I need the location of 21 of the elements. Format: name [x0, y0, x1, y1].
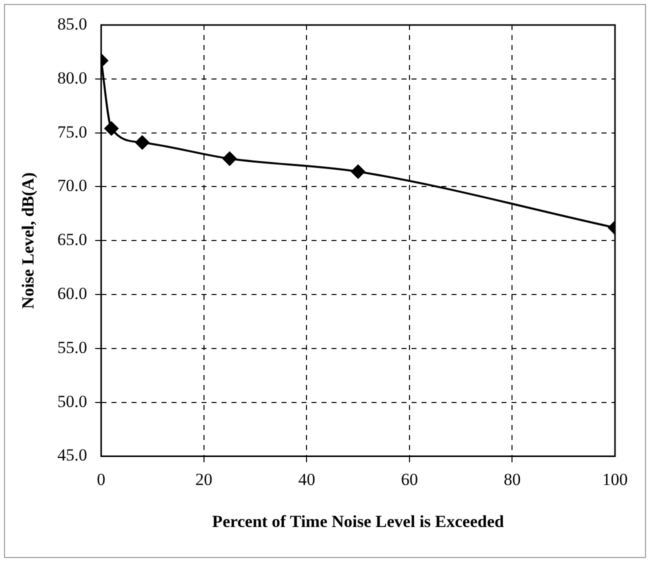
point [135, 136, 150, 150]
y-tick-label: 85.0 [57, 14, 88, 34]
point [104, 121, 118, 136]
y-tick-label: 55.0 [57, 338, 88, 357]
point [222, 152, 237, 166]
x-tick-label: 40 [298, 470, 316, 489]
x-tick-label: 0 [96, 470, 106, 489]
point [351, 164, 366, 179]
y-tick-label: 80.0 [57, 68, 88, 88]
x-tick-label: 60 [400, 470, 418, 489]
y-tick-label: 60.0 [57, 284, 88, 303]
y-tick-label: 50.0 [57, 392, 88, 411]
x-tick-label: 100 [602, 470, 628, 489]
y-axis-title: Noise Level, dB(A) [18, 172, 38, 309]
y-tick-label: 45.0 [57, 446, 88, 465]
x-axis-title: Percent of Time Noise Level is Exceeded [212, 512, 504, 532]
y-tick-label: 75.0 [57, 122, 88, 142]
x-tick-label: 20 [195, 470, 212, 489]
x-tick-label: 80 [504, 470, 521, 489]
y-tick-label: 70.0 [57, 176, 88, 196]
y-tick-label: 65.0 [57, 230, 88, 250]
